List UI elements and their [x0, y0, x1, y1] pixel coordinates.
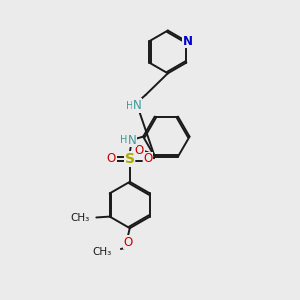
Text: CH₃: CH₃ — [70, 213, 90, 223]
Text: O: O — [107, 152, 116, 165]
Text: O: O — [124, 236, 133, 249]
Text: H: H — [120, 135, 128, 145]
Text: O: O — [135, 144, 144, 157]
Text: N: N — [183, 35, 193, 48]
Text: N: N — [133, 99, 142, 112]
Text: S: S — [125, 152, 135, 166]
Text: H: H — [125, 101, 133, 111]
Text: O: O — [144, 152, 153, 165]
Text: CH₃: CH₃ — [93, 247, 112, 257]
Text: N: N — [128, 134, 136, 147]
